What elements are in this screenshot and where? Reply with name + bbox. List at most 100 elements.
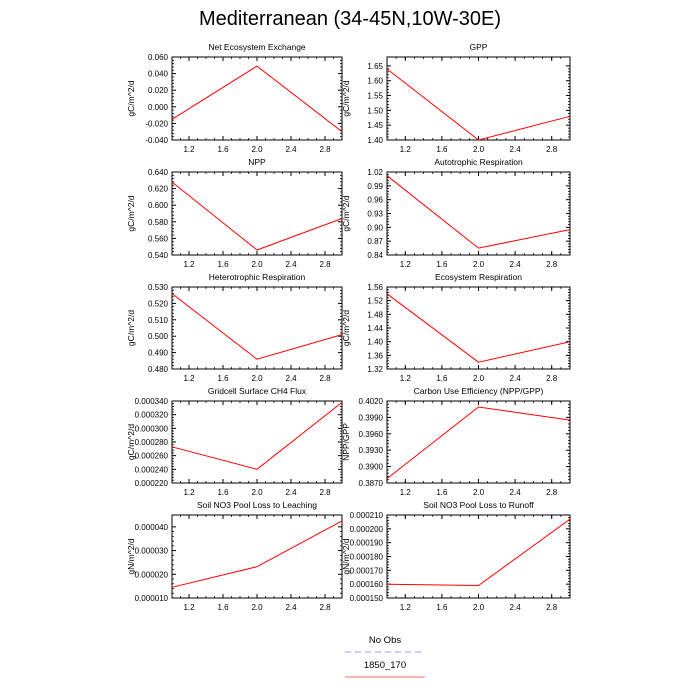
panel-3-ytick-label: 0.560 (148, 234, 169, 243)
panel-8-ytick-label: 0.3900 (359, 463, 384, 472)
panel-9-ytick-label: 0.000010 (135, 594, 169, 603)
panel-1-title: Net Ecosystem Exchange (208, 42, 306, 52)
panel-10-ytick-label: 0.000170 (350, 566, 384, 575)
panel-3-xtick-label: 2.4 (285, 260, 297, 269)
panel-6-ytick-label: 1.44 (367, 324, 383, 333)
panel-6-ytick-label: 1.40 (367, 338, 383, 347)
panel-10-ytick-label: 0.000200 (350, 525, 384, 534)
panel-1-ytick-label: -0.040 (145, 136, 168, 145)
panel-4-ytick-label: 0.99 (367, 182, 383, 191)
panel-2-xtick-label: 2.8 (546, 145, 558, 154)
panel-6-series-line (386, 293, 571, 363)
panel-10-xtick-label: 1.2 (400, 603, 412, 612)
panel-10-ylabel: gN/m^2/d (341, 538, 351, 574)
panel-6-ytick-label: 1.56 (367, 283, 383, 292)
panel-4-ytick-label: 0.93 (367, 210, 383, 219)
panel-1-xtick-label: 2.8 (319, 145, 331, 154)
panel-7-xtick-label: 1.2 (183, 488, 195, 497)
panel-10-xtick-label: 1.6 (436, 603, 448, 612)
panel-9-xtick-label: 1.6 (217, 603, 229, 612)
panel-3-frame (171, 171, 343, 256)
panel-6-ylabel: gC/m^2/d (341, 310, 351, 346)
panel-2-ytick-label: 1.60 (367, 77, 383, 86)
panel-6-xtick-label: 2.8 (546, 374, 558, 383)
panel-9-xtick-label: 2.4 (285, 603, 297, 612)
panel-2-xtick-label: 2.0 (473, 145, 485, 154)
panel-1-ytick-label: 0.000 (148, 103, 169, 112)
panel-6-ytick-label: 1.32 (367, 365, 383, 374)
panel-7-ytick-label: 0.000340 (135, 397, 169, 406)
panel-7-ylabel: gC/m^2/d (126, 424, 136, 460)
panel-7-xtick-label: 2.0 (251, 488, 263, 497)
panel-1-ytick-label: 0.040 (148, 70, 169, 79)
panel-1-xtick-label: 1.2 (183, 145, 195, 154)
panel-10-ytick-label: 0.000180 (350, 553, 384, 562)
panel-6-xtick-label: 1.6 (436, 374, 448, 383)
panel-6-frame (386, 286, 571, 370)
panel-9-ylabel: gN/m^2/d (126, 538, 136, 574)
panel-3-xtick-label: 1.6 (217, 260, 229, 269)
panel-4-ytick-label: 0.84 (367, 251, 383, 260)
panel-9-ytick-label: 0.000020 (135, 570, 169, 579)
panel-8-ytick-label: 0.3990 (359, 413, 384, 422)
panel-5-ylabel: gC/m^2/d (126, 310, 136, 346)
panel-3-xtick-label: 2.0 (251, 260, 263, 269)
panel-3-ytick-label: 0.600 (148, 201, 169, 210)
panel-4-frame (386, 171, 571, 256)
panel-2-ytick-label: 1.55 (367, 92, 383, 101)
panel-1-ytick-label: 0.060 (148, 53, 169, 62)
panel-9-series-line (171, 520, 343, 588)
panel-9-frame (171, 514, 343, 599)
panel-5-xtick-label: 2.0 (251, 374, 263, 383)
panel-2-ytick-label: 1.50 (367, 106, 383, 115)
panel-6-ytick-label: 1.48 (367, 310, 383, 319)
panel-2-frame (386, 56, 571, 141)
panel-7-title: Gridcell Surface CH4 Flux (208, 386, 307, 396)
panel-3-ytick-label: 0.620 (148, 185, 169, 194)
figure-title: Mediterranean (34-45N,10W-30E) (198, 8, 501, 30)
panel-7-frame (171, 400, 343, 484)
panel-4-ytick-label: 1.02 (367, 168, 383, 177)
panel-8-ytick-label: 0.3870 (359, 479, 384, 488)
panel-2-xtick-label: 2.4 (510, 145, 522, 154)
panel-4-ytick-label: 0.90 (367, 223, 383, 232)
panel-5-xtick-label: 2.8 (319, 374, 331, 383)
panel-6-ytick-label: 1.36 (367, 351, 383, 360)
panel-10-ytick-label: 0.000190 (350, 539, 384, 548)
panel-3-series-line (171, 181, 343, 251)
panel-8-title: Carbon Use Efficiency (NPP/GPP) (414, 386, 544, 396)
panel-2-xtick-label: 1.2 (400, 145, 412, 154)
panel-2-ylabel: gC/m^2/d (341, 80, 351, 116)
panel-4-ylabel: gC/m^2/d (341, 195, 351, 231)
panel-7-xtick-label: 2.4 (285, 488, 297, 497)
panel-7-ytick-label: 0.000300 (135, 424, 169, 433)
panel-1-frame (171, 56, 343, 141)
panel-10-ytick-label: 0.000150 (350, 594, 384, 603)
panel-6-xtick-label: 1.2 (400, 374, 412, 383)
panel-7-ytick-label: 0.000240 (135, 465, 169, 474)
panel-5-frame (171, 286, 343, 370)
panel-5-ytick-label: 0.530 (148, 283, 169, 292)
panel-4-ytick-label: 0.96 (367, 196, 383, 205)
panel-3-ytick-label: 0.540 (148, 251, 169, 260)
panel-2-ytick-label: 1.40 (367, 136, 383, 145)
panel-2-series-line (386, 68, 571, 141)
panel-3-ylabel: gC/m^2/d (126, 195, 136, 231)
panel-9-xtick-label: 2.0 (251, 603, 263, 612)
panel-10-xtick-label: 2.8 (546, 603, 558, 612)
panel-2-xtick-label: 1.6 (436, 145, 448, 154)
panel-9-ytick-label: 0.000030 (135, 547, 169, 556)
panel-4-xtick-label: 1.2 (400, 260, 412, 269)
panel-3-xtick-label: 2.8 (319, 260, 331, 269)
panel-2-title: GPP (470, 42, 488, 52)
panel-3-title: NPP (248, 157, 266, 167)
panel-9-title: Soil NO3 Pool Loss to Leaching (197, 500, 317, 510)
panel-8-series-line (386, 406, 571, 479)
panel-6-ytick-label: 1.52 (367, 297, 383, 306)
panel-7-ytick-label: 0.000220 (135, 479, 169, 488)
panel-5-title: Heterotrophic Respiration (209, 272, 306, 282)
panel-1-xtick-label: 2.4 (285, 145, 297, 154)
panel-8-xtick-label: 1.2 (400, 488, 412, 497)
panel-5-ytick-label: 0.510 (148, 316, 169, 325)
